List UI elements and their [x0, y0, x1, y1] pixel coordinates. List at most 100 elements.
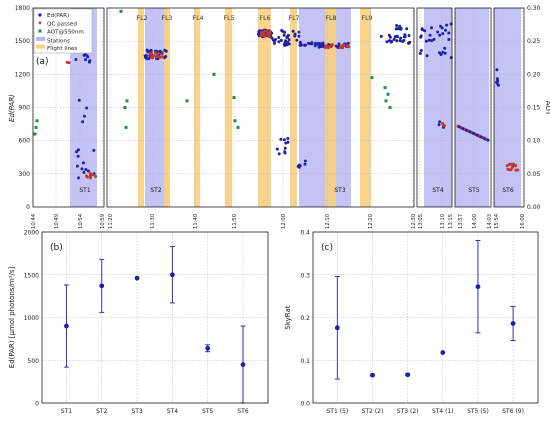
data-point	[64, 323, 69, 329]
qc-passed-point	[89, 174, 92, 178]
aot-point	[232, 96, 236, 100]
qc-passed-point	[161, 55, 165, 59]
x-tick-label: 12:10	[325, 214, 331, 229]
ed-par-point	[303, 159, 307, 163]
ed-par-point	[295, 38, 299, 42]
ed-par-point	[293, 34, 297, 38]
panel-a-y-axis-label: Ed(PAR)	[8, 94, 16, 122]
ed-par-point	[85, 54, 89, 58]
qc-passed-point	[506, 167, 510, 171]
x-tick-label: 12:20	[368, 214, 374, 229]
flight-line-label: FL9	[362, 15, 373, 22]
ed-par-point	[275, 147, 279, 151]
ed-par-point	[75, 164, 79, 168]
aot-point	[383, 86, 387, 90]
ed-par-point	[298, 40, 302, 44]
data-point	[169, 272, 175, 278]
ed-par-point	[283, 150, 287, 154]
ed-par-point	[407, 34, 411, 37]
qc-passed-point	[151, 54, 155, 58]
x-tick-label: 13:10	[440, 214, 446, 229]
x-tick-label: ST2	[96, 408, 107, 415]
aot-point	[119, 9, 123, 13]
data-point	[510, 321, 516, 326]
ed-par-point	[291, 29, 295, 33]
station-label: ST2	[150, 187, 161, 194]
ed-par-point	[270, 36, 274, 40]
flight-line-label: FL2	[137, 15, 148, 22]
y-tick-label: 0.0	[300, 401, 310, 408]
ed-par-point	[389, 40, 393, 44]
qc-passed-point	[260, 31, 263, 35]
station-label: ST4	[432, 187, 443, 194]
qc-passed-point	[91, 173, 95, 177]
station-label: ST5	[468, 187, 479, 194]
ed-par-point	[346, 41, 350, 45]
ed-par-point	[392, 38, 396, 41]
x-tick-label: 10:59	[100, 214, 106, 229]
ed-par-point	[441, 50, 445, 54]
ed-par-point	[421, 28, 424, 32]
ed-par-point	[428, 33, 432, 37]
ed-par-point	[398, 39, 402, 43]
ed-par-point	[284, 39, 287, 43]
ed-par-point	[436, 30, 440, 34]
x-tick-label: ST3 (2)	[397, 408, 419, 415]
x-tick-label: ST5 (5)	[467, 408, 489, 415]
ed-par-point	[408, 40, 412, 44]
qc-passed-point	[265, 29, 268, 33]
legend-marker-ed	[38, 13, 42, 17]
ed-par-point	[283, 44, 287, 47]
flight-line-label: FL4	[193, 15, 204, 22]
aot-point	[125, 99, 129, 103]
data-point	[440, 350, 446, 355]
y-tick-label: 1800	[15, 5, 30, 12]
qc-passed-point	[514, 164, 518, 168]
ed-par-point	[419, 34, 423, 38]
ed-par-point	[284, 141, 288, 145]
ed-par-point	[164, 49, 168, 53]
y-tick-label: 0.1	[300, 358, 310, 365]
qc-passed-point	[326, 45, 330, 49]
ed-par-point	[297, 163, 301, 167]
data-point	[405, 372, 411, 378]
ed-par-point	[379, 34, 383, 38]
flight-line-label: FL8	[326, 15, 337, 22]
x-tick-label: ST4 (1)	[432, 408, 454, 415]
ed-par-point	[495, 77, 499, 81]
flight-line-label: FL7	[289, 15, 300, 22]
ed-par-point	[283, 30, 287, 34]
y-tick-label: 2000	[24, 230, 39, 237]
qc-passed-point	[160, 52, 163, 56]
y-tick-label: 1500	[24, 272, 39, 279]
x-tick-label: 13:57	[458, 214, 464, 229]
ed-par-point	[424, 39, 428, 43]
ed-par-point	[307, 41, 310, 45]
y-tick-label: 1200	[15, 71, 30, 78]
y-axis-label: Ed(PAR) [μmol photons/m²/s]	[8, 267, 16, 369]
y-tick-label: 0	[26, 204, 30, 211]
qc-passed-point	[94, 175, 98, 178]
qc-passed-point	[341, 46, 345, 50]
ed-par-point	[444, 28, 447, 32]
panel-a-axis-frame	[416, 7, 453, 208]
ed-par-point	[82, 170, 86, 174]
panel-b-ed-par-by-station: 0 500 1000 1500 2000 ST1 ST2 ST3 ST4 ST5 ST6 Ed(PAR…	[8, 230, 269, 415]
ed-par-point	[337, 42, 341, 46]
ed-par-point	[77, 176, 80, 180]
ed-par-point	[317, 45, 321, 49]
aot-point	[233, 119, 237, 123]
qc-passed-point	[514, 168, 518, 172]
y2-tick-label: 0.15	[527, 105, 541, 112]
flight-line-label: FL3	[162, 15, 173, 22]
data-point	[134, 275, 140, 281]
aot-point	[236, 125, 240, 129]
x-tick-label: 11:40	[193, 214, 199, 229]
y-tick-label: 0	[35, 401, 39, 408]
ed-par-point	[443, 46, 447, 50]
aot-point	[124, 125, 128, 129]
aot-point	[123, 106, 127, 109]
y-tick-label: 900	[19, 105, 31, 112]
legend-marker-aot	[38, 29, 42, 33]
panel-a-axis-frame	[32, 7, 105, 208]
